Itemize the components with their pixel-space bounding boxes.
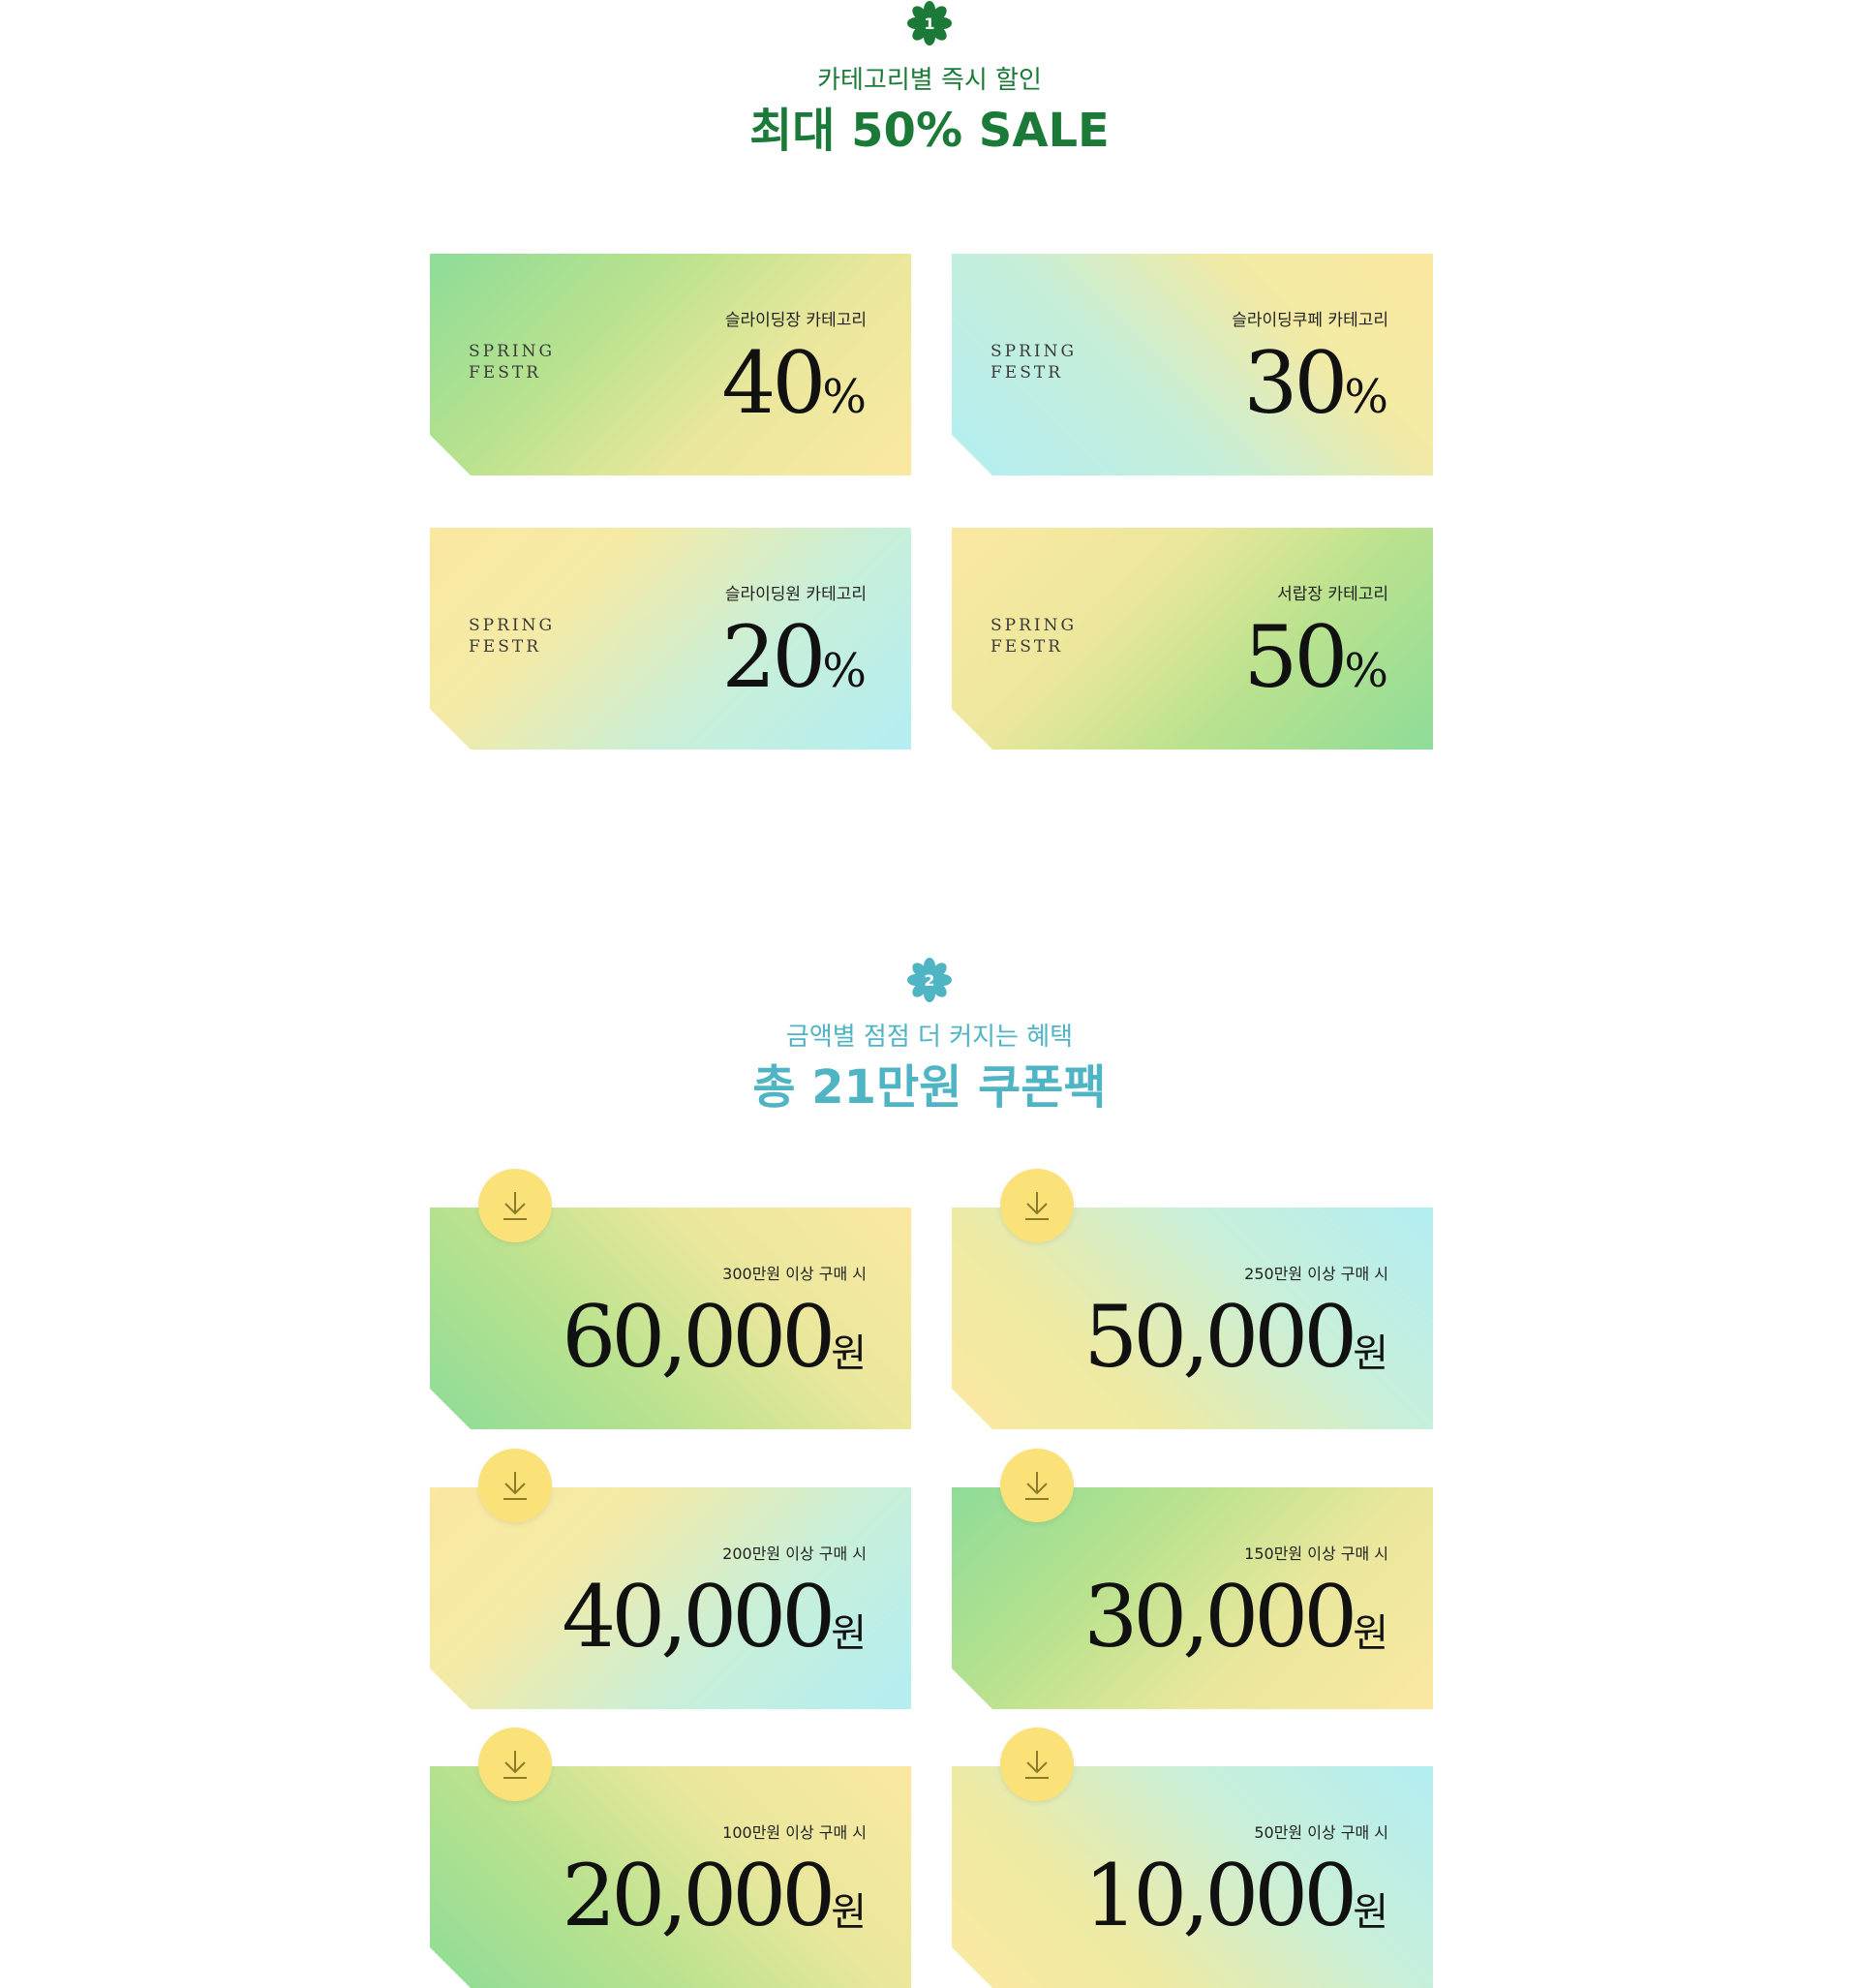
section1-title: 최대 50% SALE <box>749 104 1110 158</box>
download-arrow-icon <box>1025 1751 1049 1779</box>
download-arrow-icon <box>1025 1472 1049 1500</box>
download-arrow-icon <box>503 1751 527 1779</box>
coupon-card[interactable]: 300만원 이상 구매 시 60,000원 <box>430 1208 911 1429</box>
category-label: 슬라이딩원 카테고리 <box>724 585 867 604</box>
discount-percent: 20% <box>721 607 867 707</box>
coupon-card[interactable]: 250만원 이상 구매 시 50,000원 <box>952 1208 1433 1429</box>
brand-label: SPRING FESTR <box>990 342 1078 382</box>
coupon-download-button[interactable] <box>1000 1449 1074 1522</box>
brand-label: SPRING FESTR <box>469 342 556 382</box>
coupon-card[interactable]: 150만원 이상 구매 시 30,000원 <box>952 1487 1433 1709</box>
coupon-download-button[interactable] <box>478 1169 552 1242</box>
category-discount-card[interactable]: SPRING FESTR 슬라이딩장 카테고리 40% <box>430 254 911 475</box>
coupon-card[interactable]: 200만원 이상 구매 시 40,000원 <box>430 1487 911 1709</box>
category-label: 슬라이딩장 카테고리 <box>724 311 867 330</box>
category-discount-card[interactable]: SPRING FESTR 슬라이딩쿠페 카테고리 30% <box>952 254 1433 475</box>
discount-percent: 40% <box>721 333 867 433</box>
category-label: 서랍장 카테고리 <box>1277 585 1388 604</box>
coupon-amount: 50,000원 <box>1083 1287 1388 1387</box>
section-coupon-pack: 2 금액별 점점 더 커지는 혜택 총 21만원 쿠폰팩 <box>0 957 1859 1116</box>
coupon-condition: 250만원 이상 구매 시 <box>1244 1265 1388 1283</box>
discount-percent: 50% <box>1243 607 1388 707</box>
download-arrow-icon <box>1025 1192 1049 1220</box>
category-label: 슬라이딩쿠페 카테고리 <box>1232 311 1388 330</box>
coupon-card[interactable]: 50만원 이상 구매 시 10,000원 <box>952 1766 1433 1988</box>
svg-text:1: 1 <box>924 15 934 33</box>
download-arrow-icon <box>503 1472 527 1500</box>
coupon-download-button[interactable] <box>478 1449 552 1522</box>
coupon-condition: 300만원 이상 구매 시 <box>722 1265 867 1283</box>
coupon-amount: 10,000원 <box>1083 1846 1388 1945</box>
coupon-download-button[interactable] <box>1000 1728 1074 1801</box>
category-discount-card[interactable]: SPRING FESTR 슬라이딩원 카테고리 20% <box>430 528 911 749</box>
coupon-condition: 50만원 이상 구매 시 <box>1254 1823 1388 1842</box>
coupon-amount: 20,000원 <box>562 1846 867 1945</box>
download-arrow-icon <box>503 1192 527 1220</box>
coupon-amount: 60,000원 <box>562 1287 867 1387</box>
flower-badge-icon: 2 <box>907 958 952 1002</box>
category-discount-card[interactable]: SPRING FESTR 서랍장 카테고리 50% <box>952 528 1433 749</box>
section2-title: 총 21만원 쿠폰팩 <box>752 1060 1107 1115</box>
brand-label: SPRING FESTR <box>469 616 556 657</box>
section2-subtitle: 금액별 점점 더 커지는 혜택 <box>785 1023 1074 1052</box>
section1-subtitle: 카테고리별 즉시 할인 <box>817 66 1042 95</box>
coupon-download-button[interactable] <box>1000 1169 1074 1242</box>
svg-text:2: 2 <box>924 971 934 990</box>
coupon-condition: 100만원 이상 구매 시 <box>722 1823 867 1842</box>
coupon-amount: 30,000원 <box>1083 1567 1388 1667</box>
flower-badge-icon: 1 <box>907 1 952 46</box>
coupon-download-button[interactable] <box>478 1728 552 1801</box>
coupon-condition: 150만원 이상 구매 시 <box>1244 1545 1388 1563</box>
section-instant-discount: 1 카테고리별 즉시 할인 최대 50% SALE <box>0 0 1859 159</box>
discount-percent: 30% <box>1243 333 1388 433</box>
coupon-card[interactable]: 100만원 이상 구매 시 20,000원 <box>430 1766 911 1988</box>
brand-label: SPRING FESTR <box>990 616 1078 657</box>
coupon-amount: 40,000원 <box>562 1567 867 1667</box>
coupon-condition: 200만원 이상 구매 시 <box>722 1545 867 1563</box>
